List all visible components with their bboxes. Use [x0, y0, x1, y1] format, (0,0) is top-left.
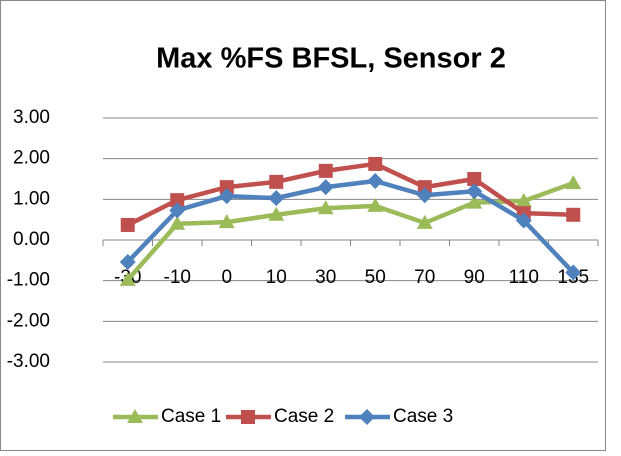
series-marker [268, 190, 285, 207]
series-marker [367, 197, 384, 212]
series-marker [515, 192, 532, 207]
series-marker [119, 271, 136, 286]
y-tick-label: 2.00 [13, 148, 50, 169]
legend-label: Case 1 [161, 406, 221, 427]
series-marker [467, 172, 482, 186]
series-marker [515, 212, 532, 229]
series-marker [416, 187, 433, 204]
series-marker [218, 214, 235, 229]
chart-border [0, 0, 606, 451]
series-marker [416, 214, 433, 229]
series-marker [318, 163, 333, 178]
x-tick-label: 30 [315, 267, 336, 288]
series-marker [219, 180, 234, 195]
series-marker [268, 206, 285, 221]
chart-title: Max %FS BFSL, Sensor 2 [156, 43, 506, 75]
legend-label: Case 3 [393, 406, 453, 427]
y-tick-label: 3.00 [13, 107, 50, 128]
series-marker [170, 193, 185, 208]
series-marker [367, 173, 384, 190]
series-marker [119, 253, 136, 270]
series-marker [368, 156, 383, 171]
y-tick-label: 0.00 [13, 229, 50, 250]
legend-marker [241, 410, 255, 424]
series-line [126, 161, 574, 227]
series-line [126, 178, 575, 275]
y-tick-label: -3.00 [7, 351, 50, 372]
series-marker [120, 217, 135, 232]
legend-marker [127, 409, 143, 423]
x-tick-label: 50 [365, 267, 386, 288]
series-marker [565, 264, 582, 281]
series-marker [169, 202, 186, 219]
y-tick-label: -1.00 [7, 270, 50, 291]
x-tick-label: 70 [414, 267, 435, 288]
x-tick-label: 90 [464, 267, 485, 288]
y-tick-label: 1.00 [13, 188, 50, 209]
series-marker [169, 215, 186, 230]
y-tick-label: -2.00 [7, 310, 50, 331]
series-marker [466, 183, 483, 200]
series-marker [466, 194, 483, 209]
series-marker [417, 180, 432, 195]
x-tick-label: 110 [509, 267, 539, 288]
legend-label: Case 2 [274, 406, 334, 427]
series-marker [269, 174, 284, 189]
series-marker [566, 207, 581, 222]
legend-marker [359, 409, 375, 425]
x-tick-label: 0 [221, 267, 232, 288]
series-line [126, 180, 575, 282]
x-tick-label: 10 [266, 267, 287, 288]
series-marker [218, 188, 235, 205]
series-marker [317, 179, 334, 196]
series-marker [565, 175, 582, 190]
x-tick-label: -10 [164, 267, 191, 288]
series-marker [317, 200, 334, 215]
